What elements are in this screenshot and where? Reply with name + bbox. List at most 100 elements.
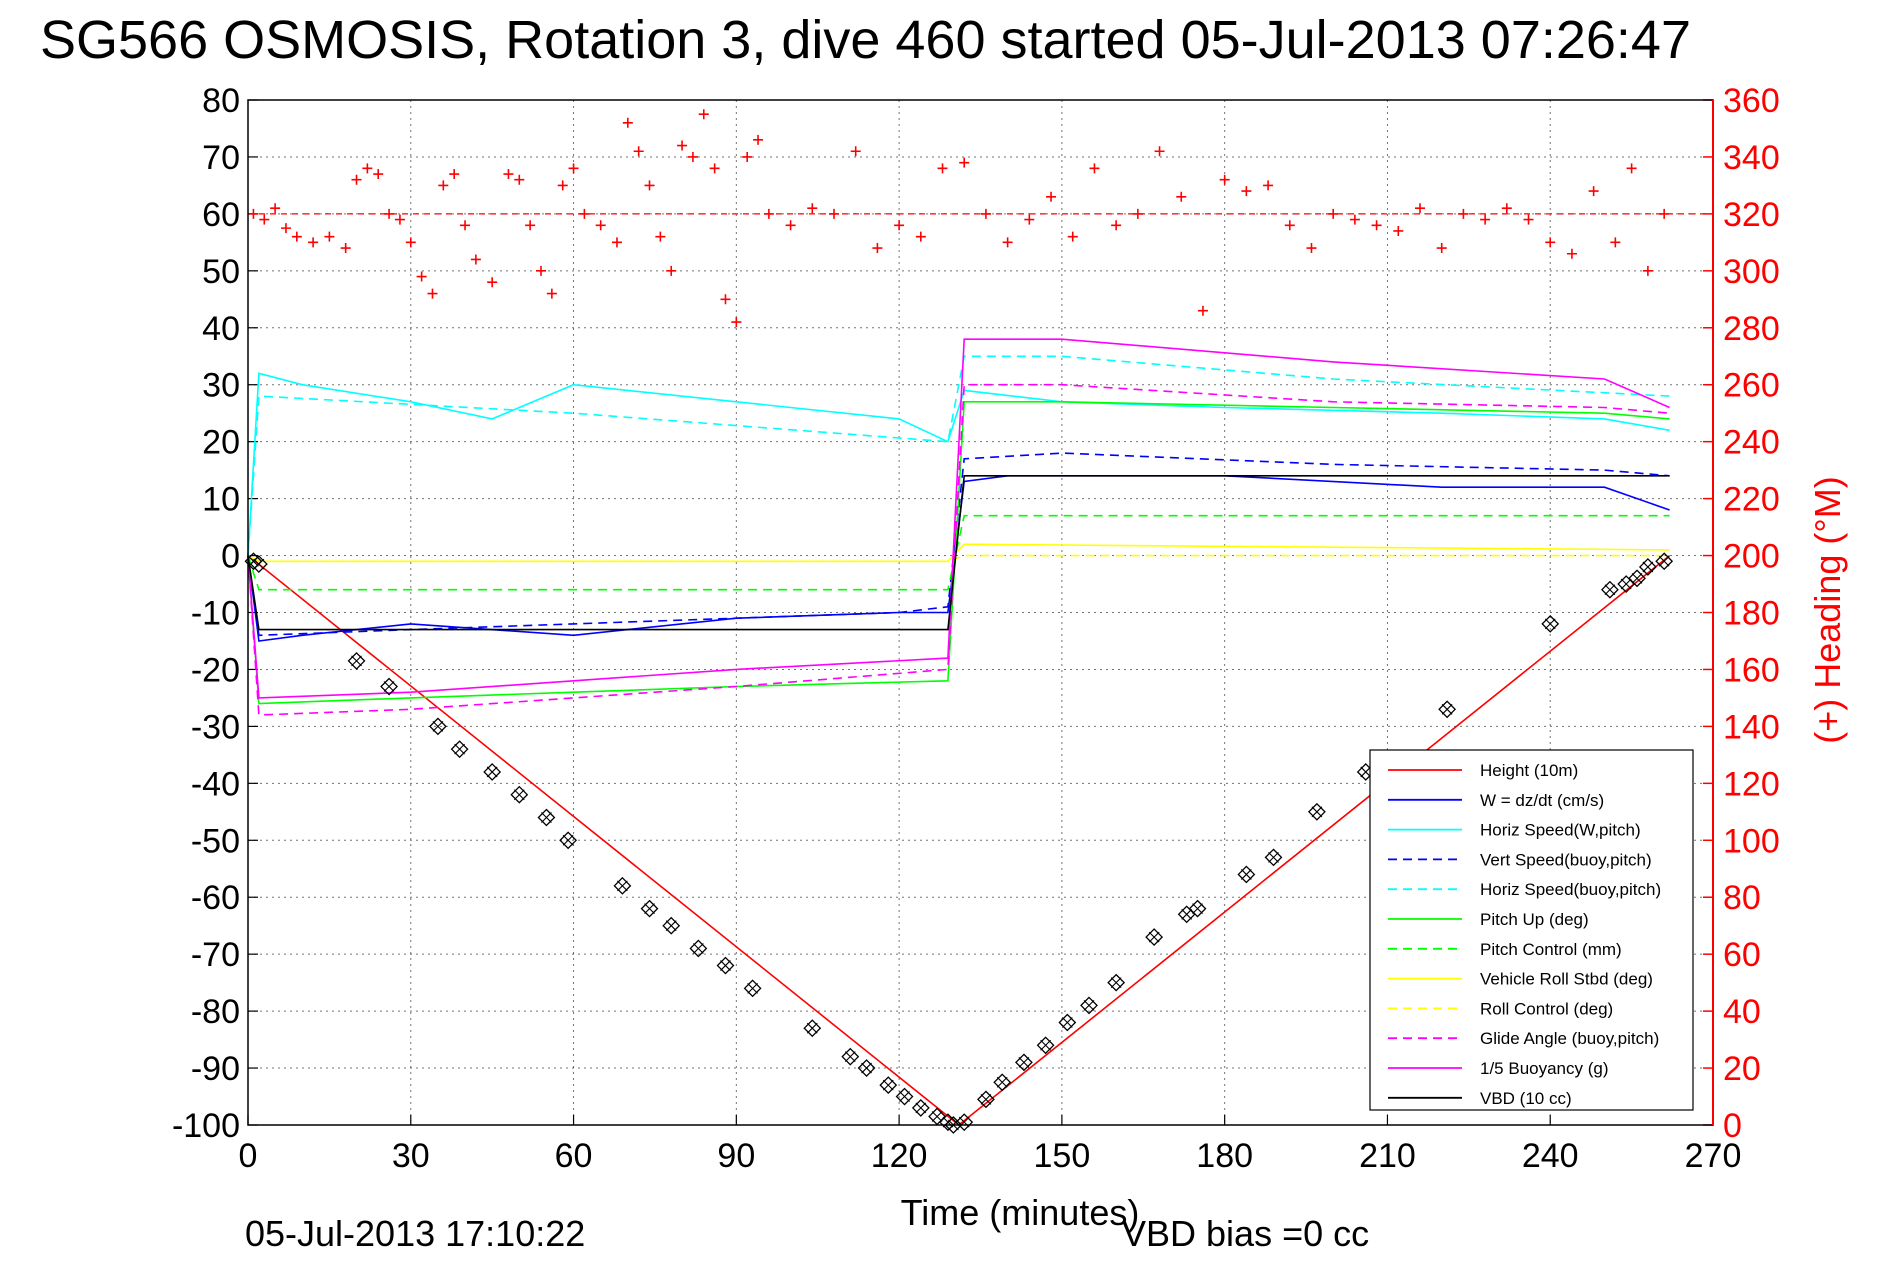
waypoint-marker (689, 939, 708, 958)
x-tick-label: 120 (871, 1137, 928, 1175)
series-layer (247, 338, 1671, 1127)
heading-point (536, 265, 546, 276)
waypoint-cross (454, 743, 465, 755)
heading-point (611, 237, 622, 248)
waypoint-marker (483, 763, 502, 781)
heading-point (579, 208, 590, 219)
heading-point (807, 203, 818, 214)
heading-point (557, 180, 568, 191)
waypoint-cross (1658, 555, 1670, 567)
waypoint-cross (486, 766, 498, 778)
heading-point (742, 151, 753, 162)
heading-point (525, 220, 536, 231)
heading-point (460, 220, 471, 231)
waypoint-marker (911, 1099, 930, 1117)
legend-label-9: Roll Control (deg) (1480, 999, 1613, 1018)
heading-point (1263, 180, 1274, 191)
waypoint-marker (1638, 558, 1657, 576)
right-tick-label: 340 (1723, 139, 1780, 177)
x-tick-label: 0 (239, 1137, 258, 1175)
waypoint-cross (1642, 561, 1654, 573)
waypoint-marker (879, 1076, 898, 1095)
waypoint-diamond (977, 1090, 995, 1109)
legend-label-4: Vert Speed(buoy,pitch) (1480, 850, 1652, 869)
left-tick-label: 10 (202, 481, 240, 519)
waypoint-marker (1600, 580, 1619, 599)
heading-point (1610, 237, 1621, 248)
legend-label-12: VBD (10 cc) (1480, 1089, 1572, 1108)
heading-point (731, 317, 742, 328)
heading-point (959, 157, 970, 168)
x-tick-label: 240 (1522, 1137, 1579, 1175)
heading-point (763, 208, 774, 219)
waypoint-cross (1083, 1000, 1095, 1011)
left-tick-label: -10 (191, 595, 240, 633)
waypoint-cross (1311, 806, 1323, 818)
waypoint-marker (1145, 928, 1164, 947)
right-tick-label: 40 (1723, 993, 1761, 1031)
legend-box (1369, 749, 1694, 1111)
series-line-6 (247, 400, 1670, 705)
heading-point (1284, 220, 1295, 231)
right-tick-label: 80 (1723, 879, 1761, 917)
waypoint-marker (1237, 865, 1256, 884)
waypoint-cross (692, 943, 704, 954)
waypoint-diamond (944, 1116, 963, 1134)
waypoint-diamond (841, 1047, 860, 1066)
waypoint-marker (743, 979, 762, 998)
waypoint-diamond (895, 1087, 914, 1106)
left-tick-label: -100 (172, 1107, 240, 1145)
waypoint-marker (559, 831, 578, 850)
heading-point (1067, 231, 1078, 242)
heading-point (384, 208, 395, 219)
heading-point (351, 174, 362, 185)
waypoint-cross (541, 812, 552, 823)
heading-point (937, 163, 948, 174)
waypoint-cross (617, 880, 628, 892)
heading-point (622, 117, 633, 128)
series-line-7 (247, 514, 1670, 591)
waypoint-marker (1058, 1013, 1077, 1032)
legend-label-11: 1/5 Buoyancy (g) (1480, 1059, 1609, 1078)
waypoint-diamond (1145, 928, 1164, 947)
series-line-3 (247, 372, 1670, 556)
heading-point (720, 294, 731, 305)
heading-point (1176, 191, 1187, 202)
waypoint-diamond (716, 956, 735, 975)
heading-point (1002, 237, 1013, 248)
heading-point (308, 237, 319, 248)
waypoint-cross (351, 655, 362, 667)
heading-point (1132, 208, 1143, 219)
heading-point (514, 174, 525, 185)
x-tick-label: 210 (1359, 1137, 1416, 1175)
waypoint-marker (1655, 552, 1674, 571)
heading-point (568, 163, 579, 174)
heading-point (280, 223, 291, 234)
heading-point (291, 231, 302, 242)
heading-point (1523, 214, 1534, 225)
series-line-9 (247, 554, 1670, 563)
waypoint-cross (665, 920, 677, 932)
right-tick-label: 280 (1723, 310, 1780, 348)
heading-point (1480, 214, 1491, 225)
waypoint-marker (249, 555, 268, 574)
waypoint-diamond (1188, 899, 1207, 918)
heading-point (546, 288, 557, 299)
heading-point (470, 254, 481, 265)
heading-point (1349, 214, 1360, 225)
x-tick-label: 30 (392, 1137, 430, 1175)
waypoint-diamond (640, 899, 659, 918)
heading-point (850, 146, 861, 157)
waypoint-cross (1240, 869, 1252, 880)
heading-point (1415, 203, 1425, 214)
waypoint-marker (640, 899, 659, 918)
heading-point (753, 134, 764, 145)
left-tick-label: 70 (202, 139, 240, 177)
x-tick-label: 180 (1196, 1137, 1253, 1175)
waypoint-marker (613, 876, 632, 895)
legend-label-7: Pitch Control (mm) (1480, 940, 1622, 959)
waypoint-cross (882, 1079, 894, 1091)
waypoint-cross (1110, 977, 1122, 989)
waypoint-marker (1014, 1053, 1033, 1072)
heading-point (655, 231, 666, 242)
